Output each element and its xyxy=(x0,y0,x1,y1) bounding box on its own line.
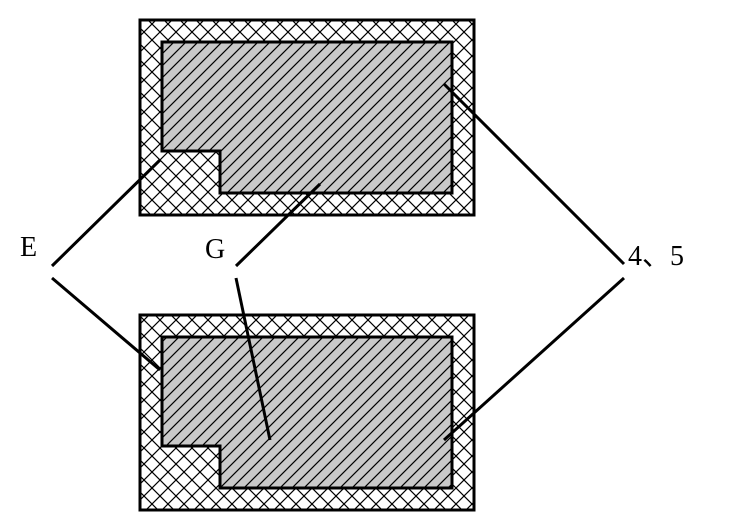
label-4-5: 4、5 xyxy=(628,234,684,274)
bottom-block xyxy=(140,315,474,510)
diagram xyxy=(0,0,730,528)
top-block xyxy=(140,20,474,215)
label-g: G xyxy=(205,234,225,266)
label-e: E xyxy=(20,232,37,264)
